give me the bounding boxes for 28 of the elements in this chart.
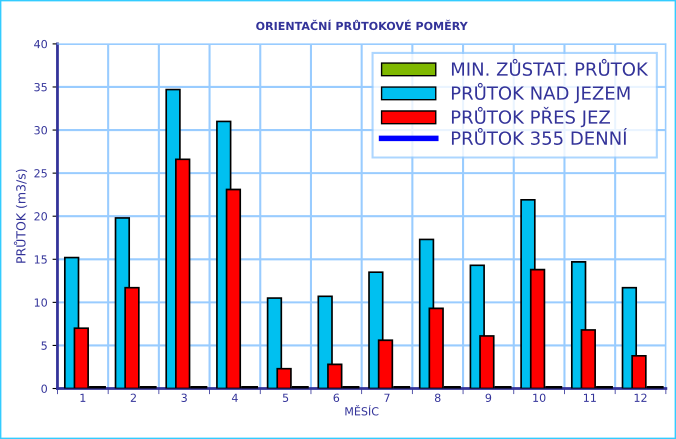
- x-axis-title: MĚSÍC: [345, 405, 378, 416]
- legend-label: PRŮTOK PŘES JEZ: [452, 106, 610, 128]
- y-tick-label: 5: [42, 342, 47, 350]
- y-tick-label: 40: [34, 40, 47, 48]
- y-axis-title: PRŮTOK (m3/s): [14, 169, 28, 263]
- chart-title: ORIENTAČNÍ PRŮTOKOVÉ POMĚRY: [256, 20, 468, 30]
- x-tick-label: 1: [80, 394, 86, 402]
- x-tick-label: 9: [486, 394, 492, 402]
- y-tick-label: 0: [41, 384, 47, 393]
- x-tick-label: 12: [634, 394, 646, 402]
- y-tick-label: 20: [34, 212, 47, 221]
- x-tick-label: 10: [533, 394, 546, 402]
- y-tick-label: 10: [34, 298, 47, 307]
- x-tick-label: 7: [384, 394, 390, 402]
- y-tick-label: 30: [34, 126, 47, 134]
- legend-label: PRŮTOK 355 DENNÍ: [452, 128, 627, 145]
- legend-label: MIN. ZŮSTAT. PRŮTOK: [452, 58, 648, 76]
- x-tick-label: 6: [334, 394, 340, 402]
- x-tick-label: 5: [282, 394, 288, 402]
- y-tick-label: 15: [34, 255, 47, 264]
- y-tick-label: 35: [34, 82, 47, 92]
- x-tick-label: 11: [584, 394, 596, 402]
- x-tick-label: 2: [130, 394, 136, 402]
- y-tick-label: 25: [34, 169, 47, 178]
- x-tick-label: 4: [232, 394, 238, 402]
- x-tick-label: 3: [182, 394, 187, 402]
- legend-label: PRŮTOK NAD JEZEM: [452, 82, 630, 104]
- x-tick-label: 8: [434, 394, 440, 402]
